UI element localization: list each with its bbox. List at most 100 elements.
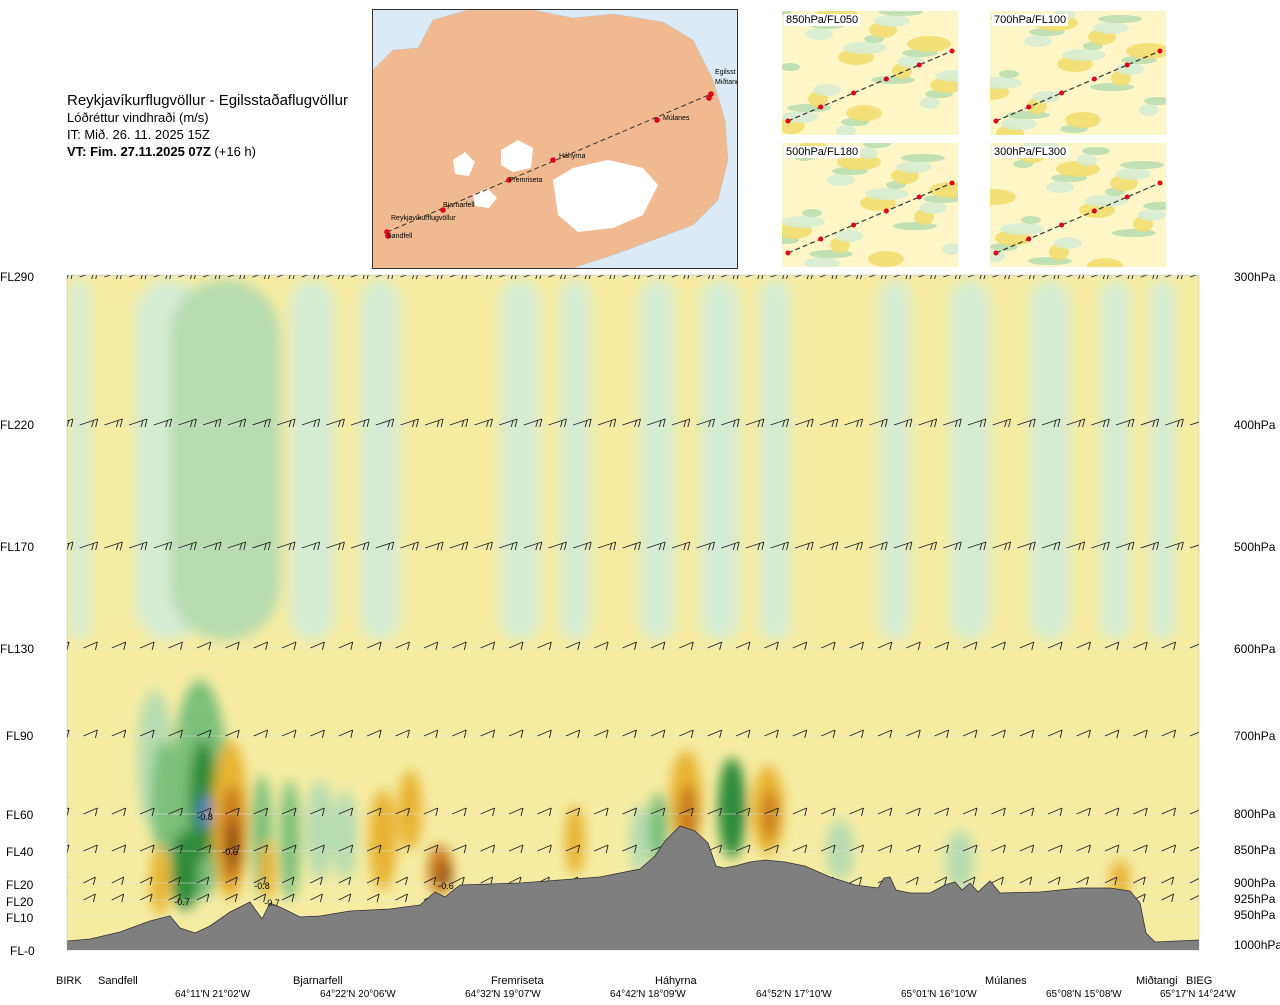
inset-route-point: [916, 62, 922, 68]
wind-barb: [962, 807, 978, 817]
wind-barb: [310, 641, 325, 651]
wind-barb: [1104, 729, 1120, 739]
wind-barb: [178, 541, 197, 551]
wind-barb: [424, 541, 444, 551]
wind-barb: [696, 541, 715, 551]
wind-barb: [1104, 807, 1120, 817]
wind-barb: [849, 729, 864, 739]
field-column: [560, 280, 590, 640]
inset-700: 700hPa/FL100: [990, 11, 1166, 135]
wind-barb: [819, 418, 839, 428]
coordinate-label: 64°42'N 18°09'W: [610, 989, 686, 1000]
wind-barb: [537, 729, 552, 739]
field-cell: [762, 790, 778, 840]
inset-field-cell: [1126, 43, 1166, 59]
wind-barb: [67, 877, 68, 879]
wind-barb: [423, 729, 439, 739]
wind-barb: [276, 418, 296, 428]
wind-barb: [168, 641, 183, 651]
wind-barb: [1019, 876, 1033, 886]
inset-field-cell: [942, 243, 958, 255]
inset-field-cell: [919, 202, 947, 214]
inset-route-point: [993, 250, 999, 256]
pressure-label: 300hPa: [1234, 270, 1276, 284]
location-label: Miðtangi: [1136, 975, 1178, 987]
wind-barb: [225, 844, 240, 854]
wind-barb: [943, 541, 962, 551]
wind-barb: [1140, 541, 1160, 551]
wind-barb: [622, 418, 641, 428]
wind-barb: [764, 807, 779, 817]
inset-field-cell: [1139, 104, 1159, 116]
coordinate-label: 65°01'N 16°10'W: [901, 989, 977, 1000]
location-label: Háhyrna: [655, 975, 697, 987]
inset-label-300: 300hPa/FL300: [992, 146, 1069, 158]
inset-route-point: [949, 48, 955, 54]
wind-barb: [1161, 844, 1177, 854]
inset-route-point: [993, 118, 999, 124]
inset-field-cell: [1032, 91, 1060, 103]
wind-barb: [252, 541, 271, 551]
pressure-label: 700hPa: [1234, 729, 1276, 743]
wind-barb: [934, 807, 950, 817]
issue-time: IT: Mið. 26. 11. 2025 15Z: [67, 127, 210, 142]
wind-barb: [597, 275, 616, 280]
inset-field-cell: [1098, 15, 1142, 23]
coordinate-label: 64°52'N 17°10'W: [756, 989, 832, 1000]
wind-barb: [721, 541, 740, 551]
wind-barb: [918, 418, 938, 428]
wind-barb: [1091, 418, 1110, 428]
wind-barb: [792, 729, 808, 739]
wind-barb: [67, 541, 74, 551]
wind-barb: [707, 641, 723, 651]
fl-label: FL170: [0, 540, 35, 554]
pressure-label: 600hPa: [1234, 642, 1276, 656]
pressure-label: 500hPa: [1234, 540, 1276, 554]
wind-barb: [1189, 421, 1199, 426]
inset-field-cell: [787, 104, 831, 112]
inset-field-cell: [935, 70, 958, 82]
location-label: BIRK: [56, 975, 82, 987]
wind-barb: [844, 418, 864, 428]
inset-field-cell: [1116, 63, 1144, 75]
contour-value-label: -0.7: [264, 898, 280, 908]
inset-field-cell: [805, 28, 833, 40]
wind-barb: [375, 541, 395, 551]
wind-barb: [449, 275, 468, 280]
wind-barb: [83, 844, 98, 854]
wind-barb: [820, 729, 836, 739]
wind-barb: [1133, 807, 1148, 817]
wind-barb: [452, 844, 467, 854]
wind-barb: [178, 418, 197, 428]
map-waypoint-label: Egilsst: [715, 69, 736, 76]
inset-850-graphic: [782, 11, 958, 135]
field-column: [500, 280, 540, 640]
wind-barb: [1047, 876, 1061, 886]
wind-barb: [906, 729, 921, 739]
wind-barb: [819, 275, 838, 280]
wind-barb: [991, 844, 1006, 854]
map-waypoint-label: Reykjavíkurflugvöllur: [391, 215, 456, 222]
wind-barb: [67, 418, 74, 428]
wind-barb: [1076, 641, 1091, 651]
inset-route-point: [1059, 90, 1065, 96]
wind-barb: [104, 418, 123, 428]
inset-route-point: [851, 222, 857, 228]
wind-barb: [764, 844, 779, 854]
wind-barb: [338, 844, 354, 854]
wind-barb: [153, 418, 173, 428]
wind-barb: [1161, 876, 1175, 886]
inset-field-cell: [809, 250, 853, 258]
pressure-label: 900hPa: [1234, 876, 1276, 890]
inset-500: 500hPa/FL180: [782, 143, 958, 267]
inset-field-cell: [1028, 257, 1072, 265]
coordinate-label: 65°08'N 15°08'W: [1046, 989, 1122, 1000]
inset-field-cell: [804, 257, 840, 267]
map-glacier-small-2: [453, 152, 475, 176]
wind-barb: [225, 876, 238, 886]
inset-route-point: [1091, 208, 1097, 214]
wind-barb: [474, 418, 493, 428]
wind-barb: [1076, 876, 1089, 886]
contour-value-label: -0.7: [174, 897, 190, 907]
inset-route-point: [785, 250, 791, 256]
